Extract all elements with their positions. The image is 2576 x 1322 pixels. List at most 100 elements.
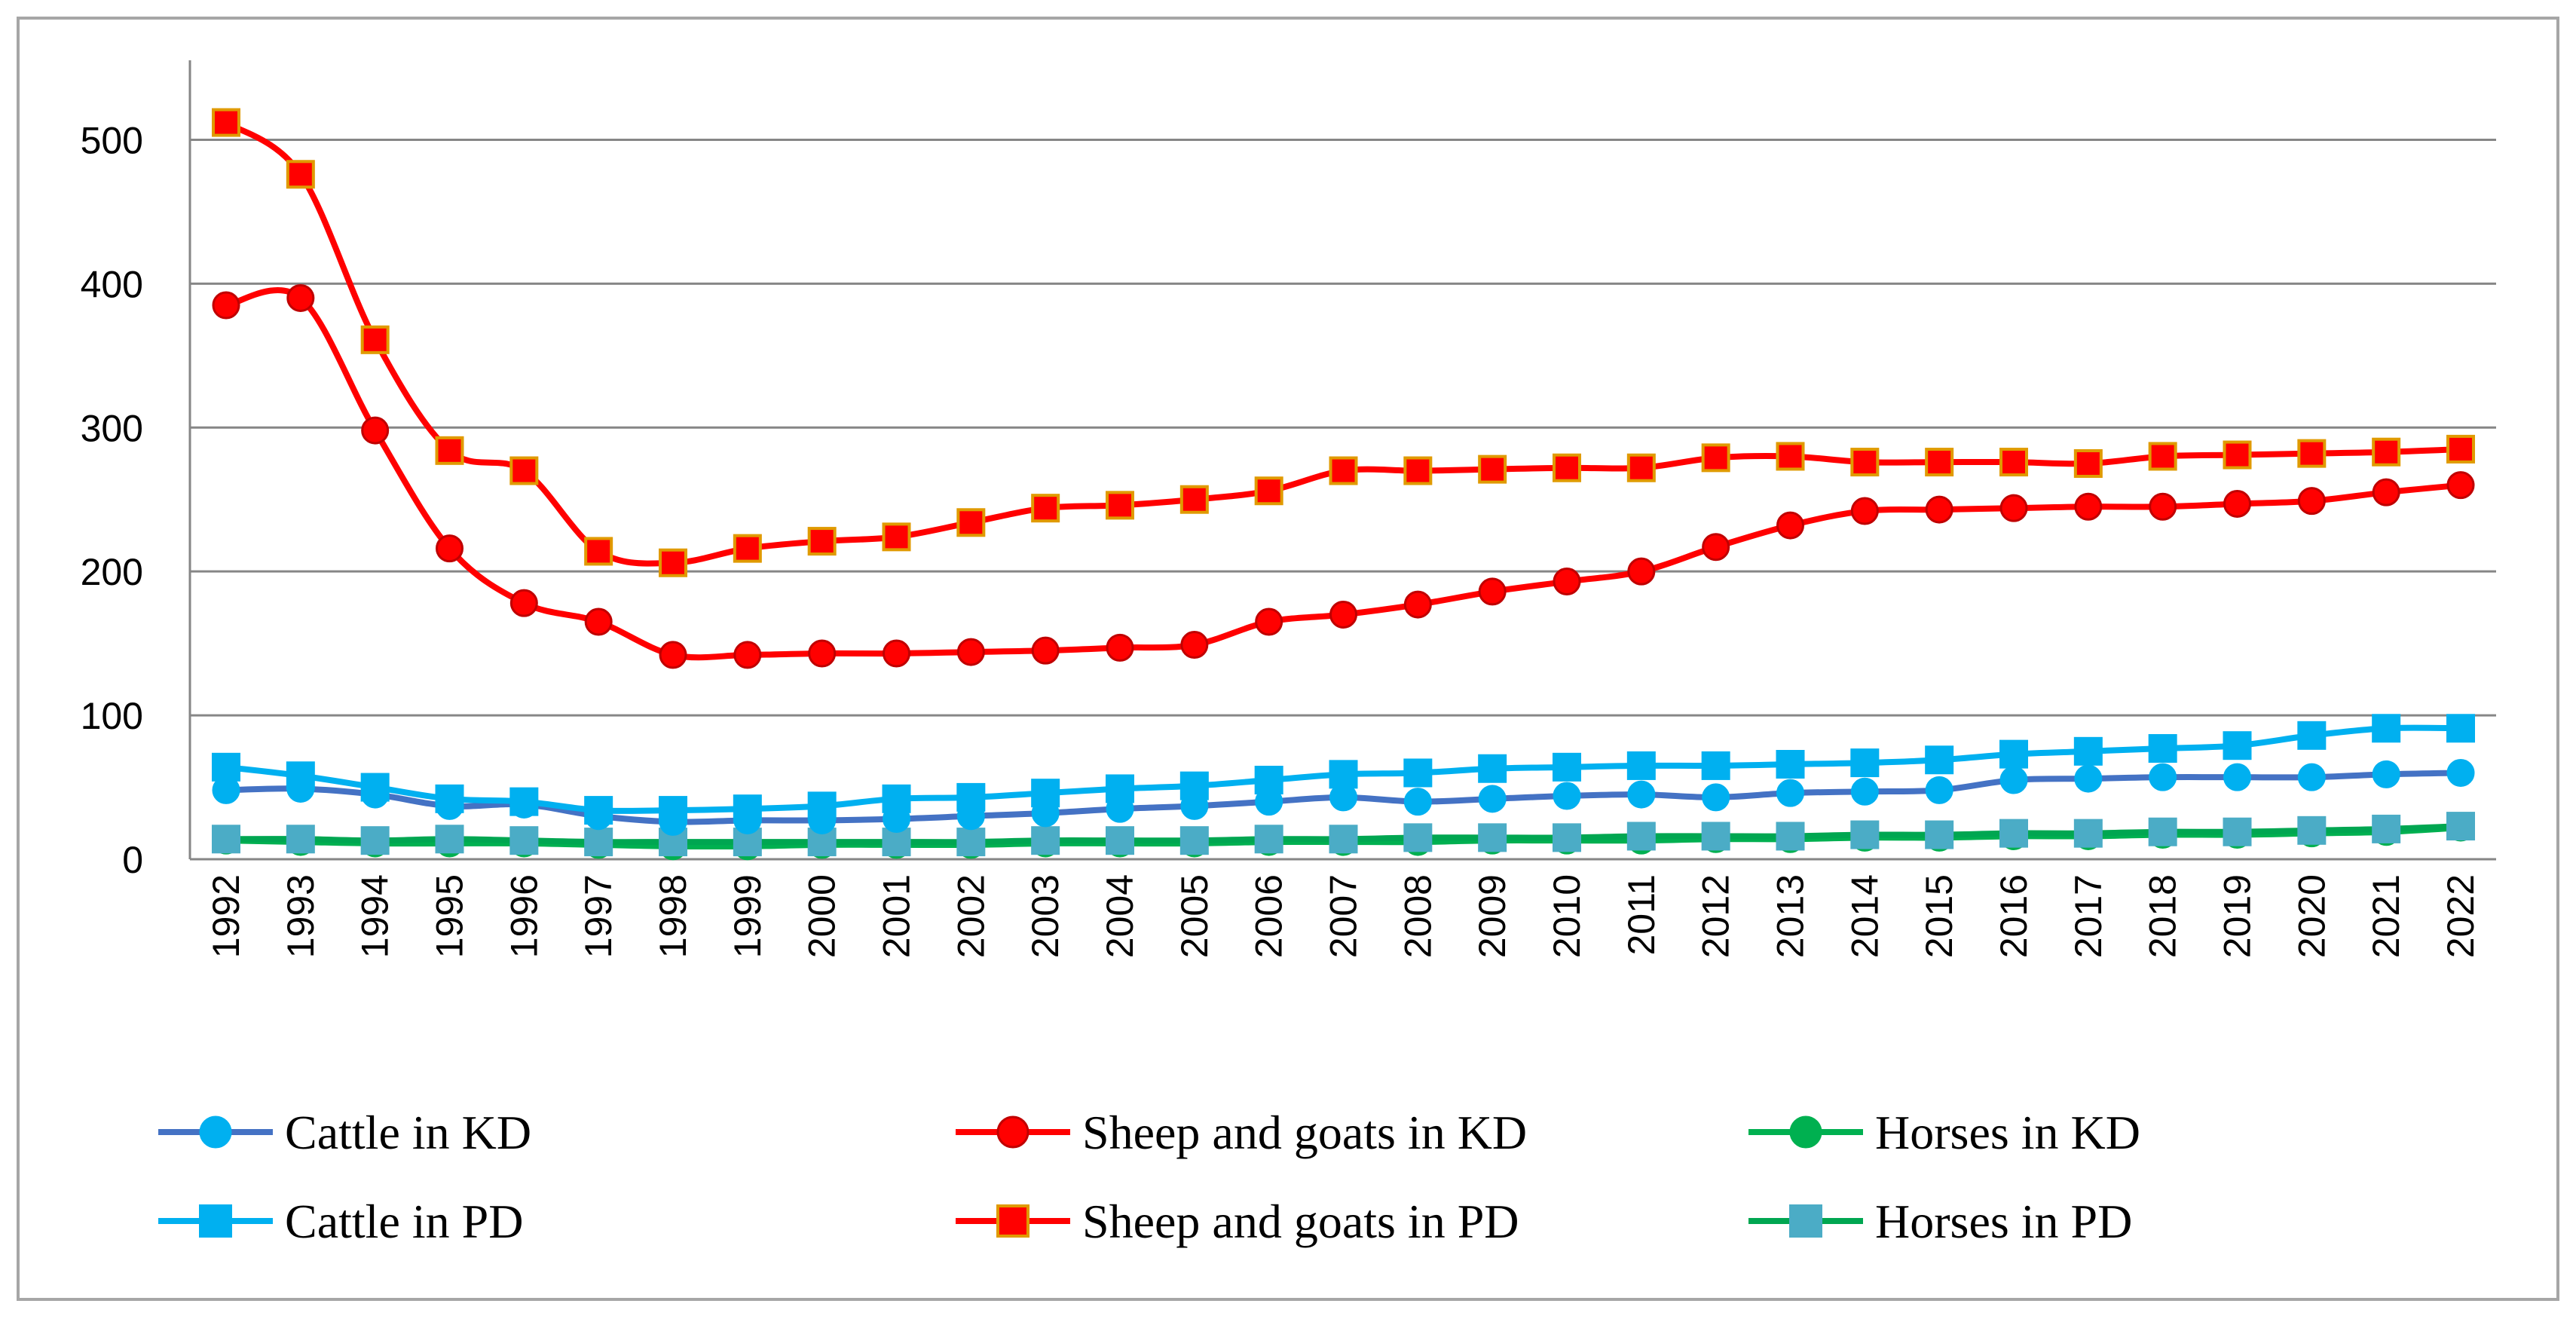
legend-item: Cattle in PD xyxy=(158,1195,523,1248)
data-point xyxy=(2223,817,2252,846)
data-point xyxy=(1106,633,1134,662)
data-point xyxy=(360,826,390,855)
legend-label: Cattle in KD xyxy=(285,1106,531,1159)
x-tick-label: 2015 xyxy=(1918,874,1960,958)
data-point xyxy=(1403,590,1432,619)
x-tick-label: 2000 xyxy=(801,874,843,958)
x-tick-label: 2021 xyxy=(2365,874,2407,958)
x-tick-label: 2020 xyxy=(2290,874,2333,958)
legend-item: Cattle in KD xyxy=(158,1106,531,1159)
legend-label: Sheep and goats in KD xyxy=(1082,1106,1527,1159)
data-point xyxy=(2446,434,2475,464)
data-point xyxy=(2297,816,2327,845)
data-point xyxy=(212,291,240,320)
data-point xyxy=(435,784,464,813)
x-tick-label: 2006 xyxy=(1248,874,1290,958)
data-point xyxy=(2223,763,2251,791)
data-point xyxy=(1999,448,2028,477)
data-point xyxy=(2446,812,2475,841)
data-point xyxy=(212,752,240,782)
data-point xyxy=(1329,825,1358,854)
data-point xyxy=(659,548,687,577)
data-point xyxy=(733,534,762,563)
x-tick-label: 1999 xyxy=(727,874,769,958)
data-point xyxy=(1999,766,2028,794)
data-point xyxy=(2073,449,2103,478)
y-tick-label: 500 xyxy=(81,119,143,161)
data-point xyxy=(1701,443,1730,473)
x-tick-label: 2009 xyxy=(1471,874,1513,958)
data-point xyxy=(1627,557,1656,586)
data-point xyxy=(1106,826,1134,855)
x-tick-label: 2010 xyxy=(1546,874,1588,958)
x-tick-label: 1998 xyxy=(652,874,694,958)
data-point xyxy=(956,638,985,666)
data-point xyxy=(659,641,687,669)
data-point xyxy=(1850,448,1880,477)
data-point xyxy=(2446,471,2475,500)
x-tick-label: 1995 xyxy=(429,874,471,958)
data-point xyxy=(1403,788,1432,816)
data-point xyxy=(2074,492,2103,521)
data-point xyxy=(286,761,315,791)
data-point xyxy=(2074,764,2103,793)
x-tick-label: 1996 xyxy=(503,874,545,958)
data-point xyxy=(286,160,315,189)
data-point xyxy=(1478,454,1507,484)
x-tick-label: 2013 xyxy=(1770,874,1812,958)
data-point xyxy=(1403,823,1433,852)
data-point xyxy=(1776,750,1805,779)
data-point xyxy=(2149,492,2177,521)
data-point xyxy=(286,825,315,854)
data-point xyxy=(1478,823,1507,852)
legend-item: Horses in PD xyxy=(1748,1195,2132,1248)
data-point xyxy=(1999,739,2028,769)
data-point xyxy=(1254,766,1283,794)
data-point xyxy=(1850,748,1880,778)
data-point xyxy=(2148,817,2177,846)
data-point xyxy=(807,791,837,821)
data-point xyxy=(2372,714,2401,743)
data-point xyxy=(956,828,986,857)
data-point xyxy=(1180,631,1209,659)
data-point xyxy=(1403,758,1433,788)
data-point xyxy=(360,773,390,802)
data-point xyxy=(2148,442,2177,471)
legend-label: Cattle in PD xyxy=(285,1195,523,1248)
data-point xyxy=(2446,758,2475,787)
data-point xyxy=(2372,814,2401,843)
legend-marker xyxy=(996,1204,1029,1238)
data-point xyxy=(1179,826,1209,855)
legend-label: Horses in KD xyxy=(1875,1106,2140,1159)
data-point xyxy=(509,456,539,485)
data-point xyxy=(2372,437,2401,467)
data-point xyxy=(2297,439,2327,468)
data-point xyxy=(1626,751,1656,780)
series-cattle-in-pd xyxy=(212,714,2475,825)
gridlines xyxy=(190,138,2496,717)
data-point xyxy=(882,828,911,857)
data-point xyxy=(1925,820,1954,849)
data-point xyxy=(1179,771,1209,800)
data-point xyxy=(1999,819,2028,848)
x-tick-label: 2001 xyxy=(876,874,918,958)
data-point xyxy=(1553,752,1581,782)
data-point xyxy=(659,796,687,825)
data-point xyxy=(1329,760,1358,789)
data-point xyxy=(2372,478,2400,506)
data-point xyxy=(361,416,390,445)
data-point xyxy=(1478,785,1507,813)
data-point xyxy=(1999,494,2028,522)
data-point xyxy=(1106,491,1134,520)
data-point xyxy=(1925,776,1953,804)
x-tick-label: 2003 xyxy=(1024,874,1066,958)
data-point xyxy=(1627,780,1656,809)
data-point xyxy=(1776,822,1805,851)
data-point xyxy=(1254,476,1283,506)
data-point xyxy=(509,589,538,617)
data-point xyxy=(212,108,240,137)
x-tick-label: 2005 xyxy=(1173,874,1216,958)
data-point xyxy=(1031,779,1060,808)
legend-marker xyxy=(199,1204,232,1238)
